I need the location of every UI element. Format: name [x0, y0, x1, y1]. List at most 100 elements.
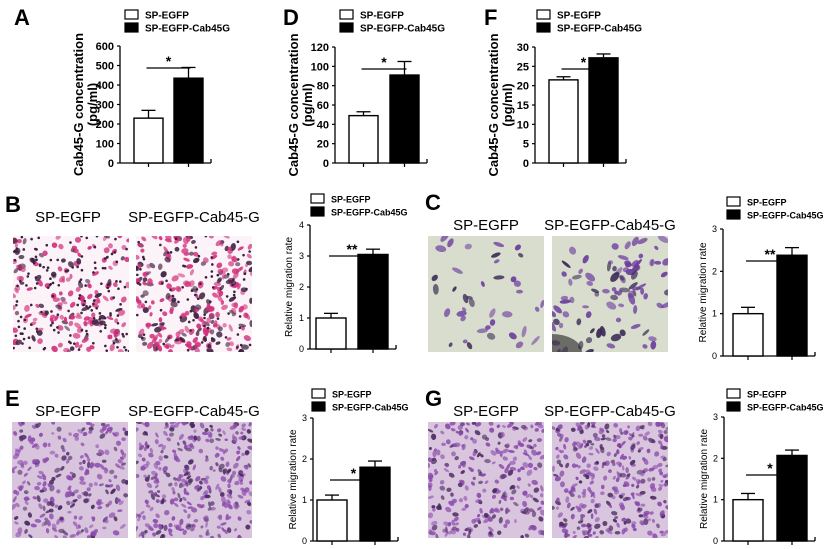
panel-label: D — [283, 5, 299, 30]
legend-swatch — [536, 9, 551, 20]
micrograph-image — [428, 422, 544, 538]
bar-sp-egfp-cab45g — [588, 57, 619, 164]
y-tick-label: 200 — [96, 119, 114, 131]
legend-entry: SP-EGFP-Cab45G — [332, 403, 409, 413]
micrograph-image — [428, 236, 544, 352]
legend-entry: SP-EGFP-Cab45G — [747, 211, 824, 221]
legend: SP-EGFP SP-EGFP-Cab45G — [339, 9, 445, 35]
y-axis-label: (pg/ml) — [500, 83, 515, 126]
micrograph-panel-G: SP-EGFP SP-EGFP-Cab45-G — [428, 403, 676, 538]
y-tick-label: 500 — [96, 61, 114, 73]
y-tick-label: 400 — [96, 80, 114, 92]
stained-cells — [12, 422, 128, 538]
panel-label: F — [484, 5, 497, 30]
panel-label: B — [5, 192, 21, 217]
stained-cells — [13, 236, 129, 352]
y-tick-label: 600 — [96, 41, 114, 53]
legend: SP-EGFP SP-EGFP-Cab45G — [726, 196, 824, 221]
stained-cells — [431, 236, 544, 350]
y-axis-label: Relative migration rate — [288, 429, 299, 529]
micrograph-panel-B: SP-EGFP SP-EGFP-Cab45-G — [13, 209, 260, 352]
micrograph-image — [12, 422, 128, 538]
panel-label: G — [425, 386, 442, 411]
micrograph-background — [552, 236, 668, 352]
y-tick-label: 1 — [712, 309, 717, 319]
legend-swatch — [339, 22, 354, 33]
chart-panel-E: E SP-EGFP SP-EGFP-Cab45G 0 1 2 3 * Relative migr… — [5, 386, 409, 546]
chart-panel-D: D SP-EGFP SP-EGFP-Cab45G 0 20 40 60 80 100 120 * Ca… — [283, 5, 445, 177]
y-tick-label: 20 — [317, 139, 329, 151]
panel-label: C — [425, 190, 441, 215]
y-axis-label: Cab45-G concentration — [286, 33, 301, 176]
y-tick-label: 2 — [302, 454, 307, 464]
bar-sp-egfp-cab45g — [776, 454, 808, 542]
legend: SP-EGFP SP-EGFP-Cab45G — [124, 9, 230, 35]
y-axis-label: Relative migration rate — [698, 242, 709, 342]
bar-sp-egfp — [732, 312, 764, 357]
significance-marker: ** — [347, 241, 358, 257]
chart-panel-F: F SP-EGFP SP-EGFP-Cab45G 0 5 10 15 20 25 30 * Cab45… — [484, 5, 642, 177]
legend-entry: SP-EGFP — [557, 11, 601, 22]
y-axis-label: (pg/ml) — [300, 83, 315, 126]
legend: SP-EGFP SP-EGFP-Cab45G — [536, 9, 642, 35]
bar-sp-egfp-cab45g — [389, 74, 420, 164]
micrograph-panel-E: SP-EGFP SP-EGFP-Cab45-G — [12, 403, 260, 538]
legend-swatch — [339, 9, 354, 20]
y-tick-label: 0 — [108, 158, 114, 170]
y-tick-label: 80 — [317, 81, 329, 93]
y-tick-label: 1 — [299, 313, 304, 323]
significance-marker: * — [166, 53, 172, 69]
legend-swatch — [726, 388, 741, 399]
legend-entry: SP-EGFP-Cab45G — [145, 24, 230, 35]
legend-swatch — [310, 193, 325, 204]
bar-sp-egfp-cab45g — [776, 254, 808, 357]
significance-marker: * — [767, 460, 773, 476]
micrograph-background — [428, 236, 544, 352]
bar-sp-egfp — [548, 79, 579, 164]
legend: SP-EGFP SP-EGFP-Cab45G — [311, 388, 409, 413]
stained-cells — [552, 422, 668, 538]
legend-entry: SP-EGFP — [360, 11, 404, 22]
legend: SP-EGFP SP-EGFP-Cab45G — [726, 388, 824, 413]
panel-label: E — [5, 386, 20, 411]
y-tick-label: 3 — [713, 412, 718, 422]
micrograph-title: SP-EGFP-Cab45-G — [128, 403, 260, 420]
y-tick-label: 10 — [517, 119, 529, 131]
bar-sp-egfp — [133, 117, 164, 164]
y-tick-label: 2 — [713, 453, 718, 463]
micrograph-title: SP-EGFP — [35, 209, 101, 226]
legend-entry: SP-EGFP-Cab45G — [331, 208, 408, 218]
bar-sp-egfp-cab45g — [357, 253, 389, 350]
micrograph-title: SP-EGFP-Cab45-G — [128, 209, 260, 226]
stained-cells — [552, 236, 668, 352]
y-tick-label: 3 — [712, 224, 717, 234]
legend-entry: SP-EGFP — [145, 11, 189, 22]
y-tick-label: 1 — [713, 495, 718, 505]
legend-swatch — [726, 196, 741, 207]
chart-panel-B: B SP-EGFP SP-EGFP-Cab45G 0 1 2 3 4 ** Relative mi… — [5, 192, 408, 354]
legend-entry: SP-EGFP — [332, 390, 372, 400]
legend: SP-EGFP SP-EGFP-Cab45G — [310, 193, 408, 218]
chart-panel-C: C SP-EGFP SP-EGFP-Cab45G 0 1 2 3 ** Relative mig… — [425, 190, 824, 361]
bar-sp-egfp — [316, 499, 348, 542]
y-tick-label: 4 — [299, 220, 304, 230]
micrograph-title: SP-EGFP — [35, 403, 101, 420]
y-tick-label: 60 — [317, 100, 329, 112]
legend-swatch — [726, 401, 741, 412]
y-axis-label: (pg/ml) — [85, 83, 100, 126]
y-tick-label: 300 — [96, 100, 114, 112]
micrograph-title: SP-EGFP — [453, 217, 519, 234]
bar-sp-egfp — [348, 114, 379, 164]
stained-cells — [428, 422, 544, 538]
y-tick-label: 0 — [302, 536, 307, 546]
y-tick-label: 3 — [299, 251, 304, 261]
y-tick-label: 15 — [517, 100, 529, 112]
legend-swatch — [310, 206, 325, 217]
chart-panel-G: G SP-EGFP SP-EGFP-Cab45G 0 1 2 3 * Relative migr… — [425, 386, 824, 546]
y-tick-label: 25 — [517, 61, 529, 73]
micrograph-image — [13, 236, 129, 352]
y-tick-label: 20 — [517, 81, 529, 93]
micrograph-panel-C: SP-EGFP SP-EGFP-Cab45-G — [428, 217, 676, 352]
y-tick-label: 2 — [712, 266, 717, 276]
